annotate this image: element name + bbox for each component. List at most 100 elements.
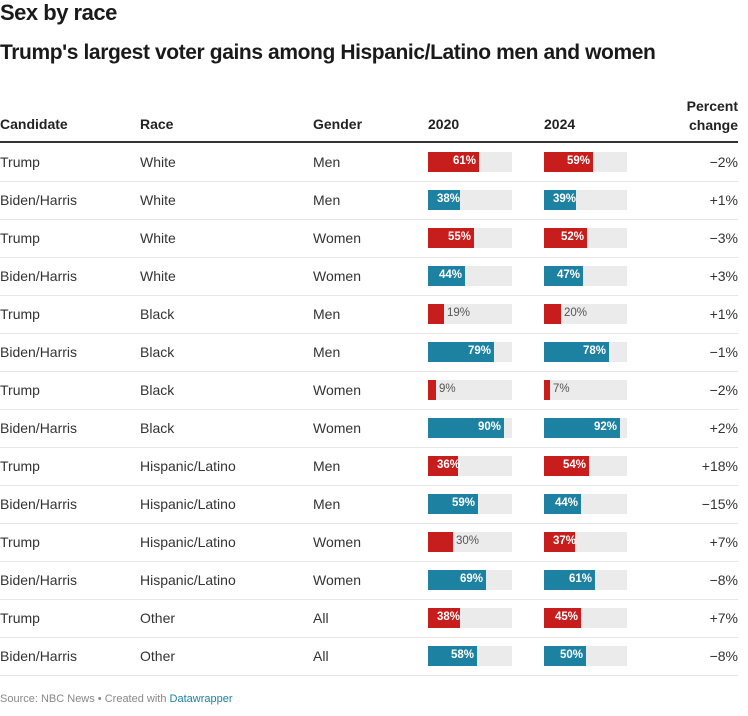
- bar-2020: [428, 494, 478, 514]
- bar-label-2024: 45%: [554, 611, 578, 623]
- cell-percent-change: −1%: [709, 344, 738, 360]
- cell-percent-change: +1%: [709, 306, 738, 322]
- bar-track-2024: 7%: [544, 380, 627, 400]
- cell-race: White: [140, 154, 176, 170]
- chart-subtitle: Trump's largest voter gains among Hispan…: [0, 41, 656, 64]
- cell-race: Other: [140, 648, 176, 664]
- cell-race: Black: [140, 306, 175, 322]
- bar-2024: [544, 532, 575, 552]
- bar-2024: [544, 380, 550, 400]
- bar-2020: [428, 342, 494, 362]
- header-candidate[interactable]: Candidate: [0, 116, 68, 132]
- cell-candidate: Biden/Harris: [0, 268, 78, 284]
- bar-label-2024: 59%: [566, 155, 590, 167]
- cell-candidate: Trump: [0, 610, 40, 626]
- bar-label-2020: 69%: [459, 573, 483, 585]
- bar-label-2020: 58%: [450, 649, 474, 661]
- bar-track-2020: 90%: [428, 418, 512, 438]
- header-race[interactable]: Race: [140, 116, 174, 132]
- bar-2024: [544, 304, 561, 324]
- header-2024[interactable]: 2024: [544, 116, 576, 132]
- table-row: Biden/Harris Hispanic/Latino Women 69% 61% −8…: [0, 561, 738, 600]
- table-row: Trump Other All 38% 45% +7%: [0, 599, 738, 638]
- header-divider: [0, 141, 738, 143]
- cell-candidate: Trump: [0, 534, 40, 550]
- bar-track-2020: 58%: [428, 646, 512, 666]
- cell-race: White: [140, 230, 176, 246]
- bar-2020: [428, 608, 460, 628]
- bar-track-2024: 39%: [544, 190, 627, 210]
- bar-label-2024: 44%: [554, 497, 578, 509]
- cell-race: Other: [140, 610, 176, 626]
- datawrapper-link[interactable]: Datawrapper: [169, 693, 233, 705]
- bar-2024: [544, 342, 609, 362]
- bar-2024: [544, 228, 587, 248]
- cell-gender: Women: [313, 230, 361, 246]
- table-row: Trump Hispanic/Latino Women 30% 37% +7%: [0, 523, 738, 562]
- bar-2024: [544, 418, 620, 438]
- bar-track-2020: 79%: [428, 342, 512, 362]
- bar-2024: [544, 190, 576, 210]
- bar-2020: [428, 418, 504, 438]
- cell-percent-change: −15%: [701, 496, 738, 512]
- bar-track-2020: 61%: [428, 152, 512, 172]
- table-row: Biden/Harris Hispanic/Latino Men 59% 44% −15%: [0, 485, 738, 524]
- header-2020[interactable]: 2020: [428, 116, 460, 132]
- bar-label-2024: 50%: [559, 649, 583, 661]
- bar-track-2024: 50%: [544, 646, 627, 666]
- bar-track-2024: 52%: [544, 228, 627, 248]
- cell-candidate: Biden/Harris: [0, 572, 78, 588]
- cell-percent-change: +3%: [709, 268, 738, 284]
- bar-track-2020: 30%: [428, 532, 512, 552]
- header-percent-change[interactable]: Percent change: [687, 97, 738, 135]
- bar-2020: [428, 228, 474, 248]
- bar-2020: [428, 456, 458, 476]
- cell-candidate: Trump: [0, 154, 40, 170]
- bar-label-2024: 39%: [552, 193, 576, 205]
- header-gender[interactable]: Gender: [313, 116, 363, 132]
- cell-percent-change: −8%: [709, 648, 738, 664]
- bar-label-2020: 44%: [438, 269, 462, 281]
- cell-candidate: Biden/Harris: [0, 192, 78, 208]
- cell-race: Hispanic/Latino: [140, 496, 236, 512]
- bar-2024: [544, 456, 589, 476]
- bar-track-2020: 55%: [428, 228, 512, 248]
- bar-2024: [544, 152, 593, 172]
- bar-label-2024: 92%: [593, 421, 617, 433]
- bar-track-2024: 92%: [544, 418, 627, 438]
- cell-percent-change: −2%: [709, 382, 738, 398]
- cell-race: Black: [140, 344, 175, 360]
- cell-percent-change: −3%: [709, 230, 738, 246]
- bar-track-2020: 59%: [428, 494, 512, 514]
- bar-2020: [428, 380, 436, 400]
- bar-track-2024: 20%: [544, 304, 627, 324]
- bar-track-2024: 54%: [544, 456, 627, 476]
- bar-label-2024: 47%: [556, 269, 580, 281]
- cell-gender: Women: [313, 534, 361, 550]
- bar-label-2020: 19%: [447, 307, 471, 319]
- bar-2024: [544, 570, 595, 590]
- bar-2020: [428, 190, 460, 210]
- bar-track-2024: 37%: [544, 532, 627, 552]
- bar-track-2024: 59%: [544, 152, 627, 172]
- bar-2024: [544, 608, 581, 628]
- cell-race: White: [140, 268, 176, 284]
- bar-track-2024: 47%: [544, 266, 627, 286]
- bar-2020: [428, 152, 479, 172]
- cell-percent-change: +7%: [709, 534, 738, 550]
- cell-gender: Men: [313, 458, 341, 474]
- cell-gender: Men: [313, 192, 341, 208]
- bar-label-2020: 38%: [436, 193, 460, 205]
- cell-candidate: Trump: [0, 230, 40, 246]
- cell-gender: Men: [313, 306, 341, 322]
- cell-race: Hispanic/Latino: [140, 534, 236, 550]
- table-row: Biden/Harris Black Women 90% 92% +2%: [0, 409, 738, 448]
- cell-race: Hispanic/Latino: [140, 572, 236, 588]
- bar-2024: [544, 266, 583, 286]
- cell-percent-change: +1%: [709, 192, 738, 208]
- bar-label-2020: 30%: [456, 535, 480, 547]
- bar-track-2024: 78%: [544, 342, 627, 362]
- bar-label-2024: 78%: [582, 345, 606, 357]
- bar-2024: [544, 646, 586, 666]
- cell-gender: Women: [313, 572, 361, 588]
